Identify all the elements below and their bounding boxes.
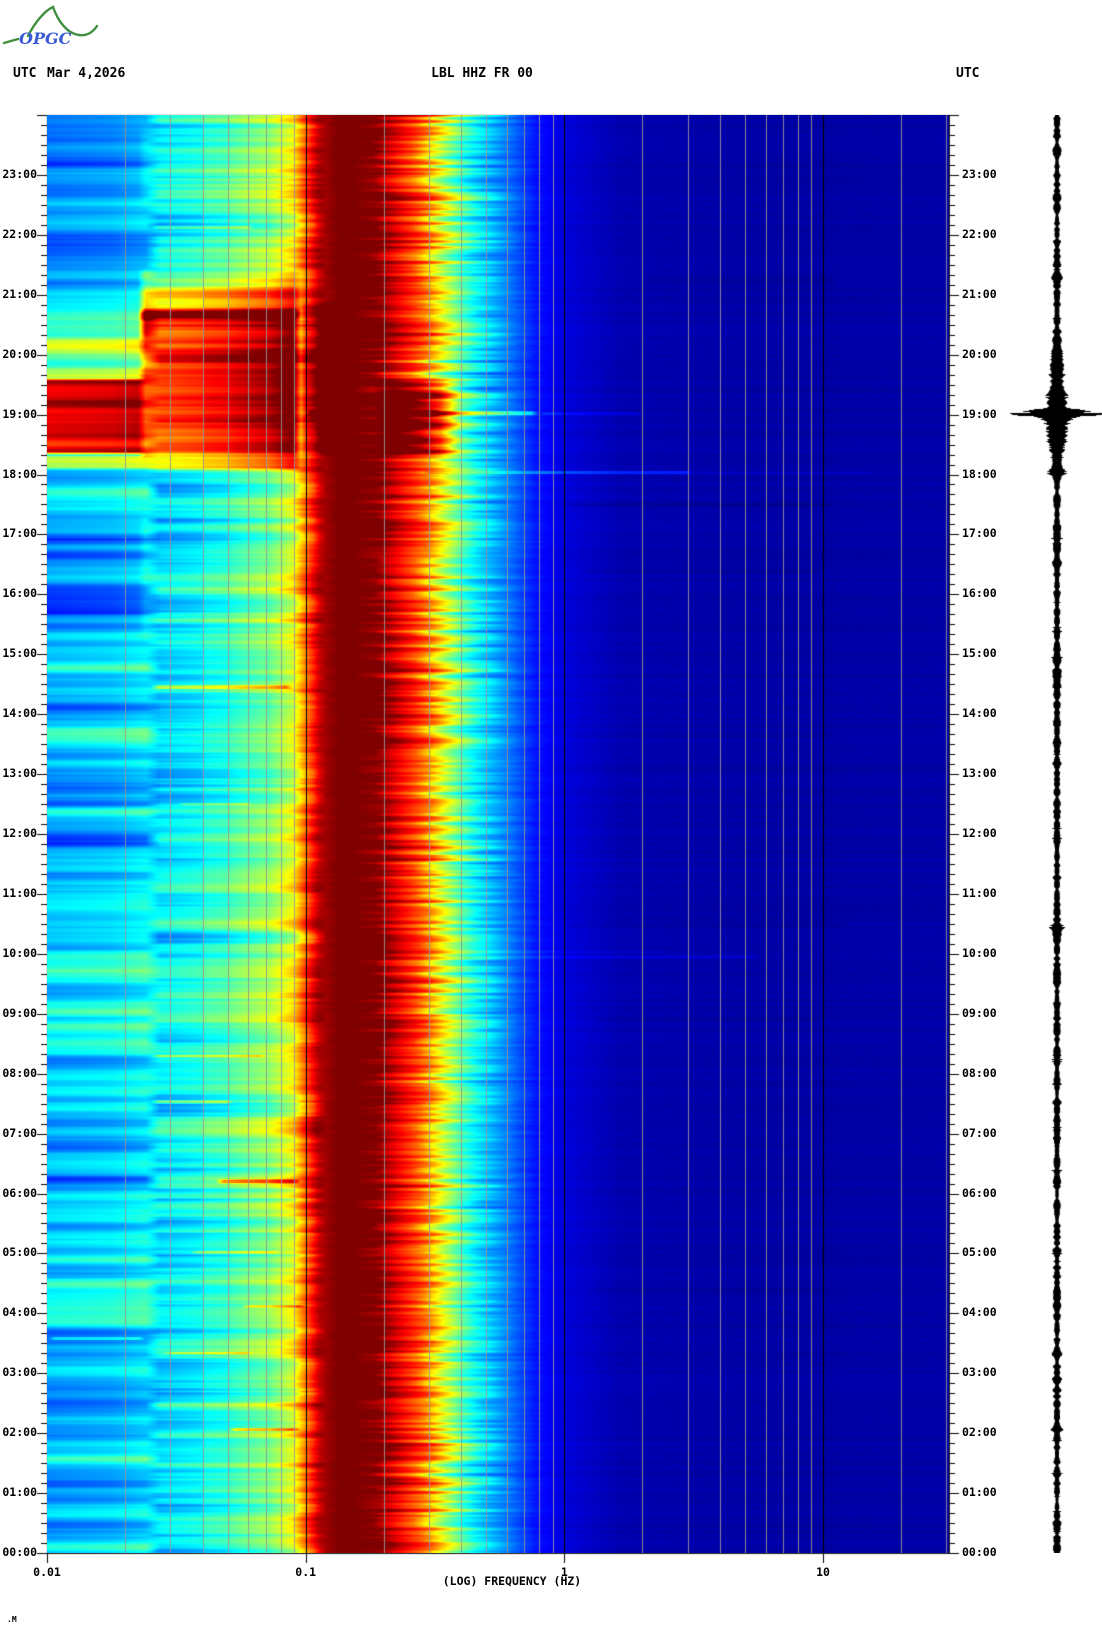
time-label-left: 20:00	[2, 346, 37, 361]
time-label-left: 03:00	[2, 1365, 37, 1380]
time-label-left: 02:00	[2, 1425, 37, 1440]
x-tick-label: 0.1	[295, 1565, 317, 1579]
time-label-right: 09:00	[962, 1005, 997, 1020]
time-label-left: 13:00	[2, 766, 37, 781]
time-label-right: 15:00	[962, 646, 997, 661]
time-label-left: 12:00	[2, 826, 37, 840]
time-label-right: 23:00	[962, 166, 997, 181]
x-tick-label: 10	[816, 1565, 830, 1579]
time-label-left: 07:00	[2, 1125, 37, 1140]
time-label-left: 17:00	[2, 526, 37, 541]
time-label-left: 15:00	[2, 646, 37, 661]
time-label-right: 06:00	[962, 1185, 997, 1200]
time-label-right: 12:00	[962, 826, 997, 840]
time-label-right: 19:00	[962, 406, 997, 421]
time-label-right: 17:00	[962, 526, 997, 541]
x-tick-label: 0.01	[33, 1565, 61, 1579]
time-label-left: 22:00	[2, 226, 37, 241]
time-label-left: 09:00	[2, 1005, 37, 1020]
time-label-right: 10:00	[962, 945, 997, 960]
time-label-right: 11:00	[962, 885, 997, 900]
time-label-right: 18:00	[962, 466, 997, 481]
time-label-right: 03:00	[962, 1365, 997, 1380]
time-label-right: 07:00	[962, 1125, 997, 1140]
time-label-right: 05:00	[962, 1245, 997, 1260]
time-label-left: 21:00	[2, 286, 37, 301]
time-label-left: 08:00	[2, 1065, 37, 1080]
time-label-left: 18:00	[2, 466, 37, 481]
time-label-left: 16:00	[2, 586, 37, 601]
time-label-right: 02:00	[962, 1425, 997, 1440]
time-label-right: 22:00	[962, 226, 997, 241]
time-label-left: 00:00	[2, 1545, 37, 1559]
time-label-left: 23:00	[2, 166, 37, 181]
time-label-right: 20:00	[962, 346, 997, 361]
time-label-right: 01:00	[962, 1485, 997, 1500]
time-label-right: 14:00	[962, 706, 997, 721]
x-axis-title: (LOG) FREQUENCY (HZ)	[442, 1574, 582, 1588]
time-label-right: 13:00	[962, 766, 997, 781]
time-label-right: 08:00	[962, 1065, 997, 1080]
time-label-left: 11:00	[2, 885, 37, 900]
time-label-left: 04:00	[2, 1305, 37, 1320]
time-label-left: 19:00	[2, 406, 37, 421]
time-label-left: 05:00	[2, 1245, 37, 1260]
time-label-left: 10:00	[2, 945, 37, 960]
time-label-left: 14:00	[2, 706, 37, 721]
time-label-left: 06:00	[2, 1185, 37, 1200]
seismogram-trace-canvas	[1002, 115, 1102, 1553]
time-label-right: 21:00	[962, 286, 997, 301]
x-tick-label: 1	[560, 1565, 568, 1579]
time-label-right: 00:00	[962, 1545, 997, 1559]
time-label-right: 04:00	[962, 1305, 997, 1320]
spectrogram-canvas	[47, 115, 949, 1553]
footer-mark: .M	[7, 1615, 17, 1624]
time-label-right: 16:00	[962, 586, 997, 601]
time-label-left: 01:00	[2, 1485, 37, 1500]
